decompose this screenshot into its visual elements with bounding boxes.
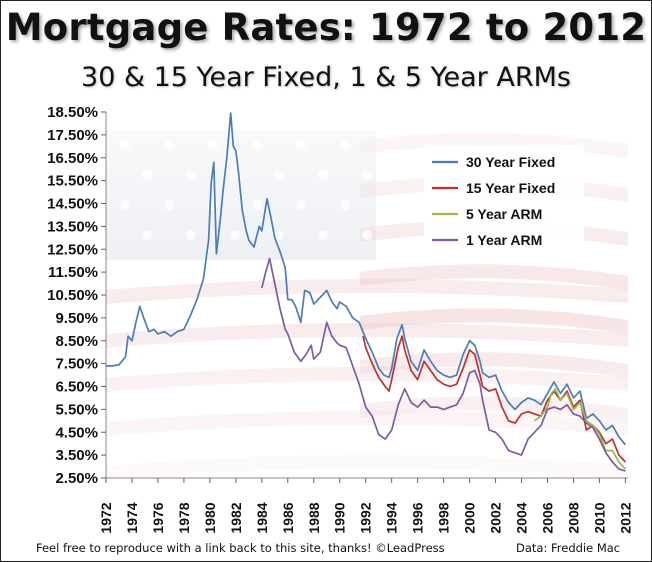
chart-title: Mortgage Rates: 1972 to 2012 [5,6,647,49]
x-tick-label: 1994 [384,502,400,533]
y-tick-label: 8.50% [55,333,98,350]
x-tick-label: 1972 [98,502,114,533]
x-tick-label: 1974 [124,502,140,533]
series-line-1-year-arm [260,257,626,472]
x-tick-label: 2000 [462,502,478,533]
x-tick-label: 2012 [617,502,633,533]
legend-label: 1 Year ARM [466,232,542,248]
y-tick-label: 9.50% [55,310,98,327]
series-line-5-year-arm [534,387,627,470]
y-tick-label: 6.50% [55,379,98,396]
x-tick-label: 1990 [332,502,348,533]
y-tick-label: 12.50% [47,241,98,258]
y-tick-label: 4.50% [55,424,98,441]
y-tick-label: 13.50% [47,218,98,235]
x-tick-label: 1984 [254,502,270,533]
y-tick-label: 18.50% [47,104,98,121]
x-tick-label: 1978 [176,502,192,533]
footer-credit: Feel free to reproduce with a link back … [36,541,445,555]
y-tick-label: 15.50% [47,173,98,190]
legend: 30 Year Fixed 15 Year Fixed 5 Year ARM 1 Ye… [424,145,584,253]
y-tick-label: 3.50% [55,447,98,464]
footer-source: Data: Freddie Mac [516,541,621,555]
x-tick-label: 1980 [202,502,218,533]
x-tick-label: 1988 [306,502,322,533]
chart-subtitle: 30 & 15 Year Fixed, 1 & 5 Year ARMs [81,62,571,93]
x-tick-label: 2006 [539,502,555,533]
x-tick-label: 2010 [591,502,607,533]
y-tick-label: 17.50% [47,127,98,144]
x-tick-label: 1992 [358,502,374,533]
legend-label: 15 Year Fixed [466,180,555,196]
series-line-30-year-fixed [106,112,627,446]
x-tick-label: 1998 [436,502,452,533]
x-tick-label: 2008 [565,502,581,533]
y-tick-label: 16.50% [47,150,98,167]
y-tick-label: 11.50% [48,264,98,281]
x-tick-label: 2002 [488,502,504,533]
y-tick-label: 5.50% [55,401,98,418]
legend-label: 5 Year ARM [466,206,542,222]
y-tick-label: 2.50% [55,470,98,487]
x-tick-label: 1986 [280,502,296,533]
x-tick-label: 1976 [150,502,166,533]
x-tick-label: 1996 [410,502,426,533]
y-tick-label: 14.50% [47,196,98,213]
y-tick-label: 10.50% [47,287,98,304]
x-tick-label: 1982 [228,502,244,533]
x-tick-label: 2004 [514,502,530,533]
legend-label: 30 Year Fixed [466,154,555,170]
y-tick-label: 7.50% [55,356,98,373]
series-line-15-year-fixed [362,335,627,463]
